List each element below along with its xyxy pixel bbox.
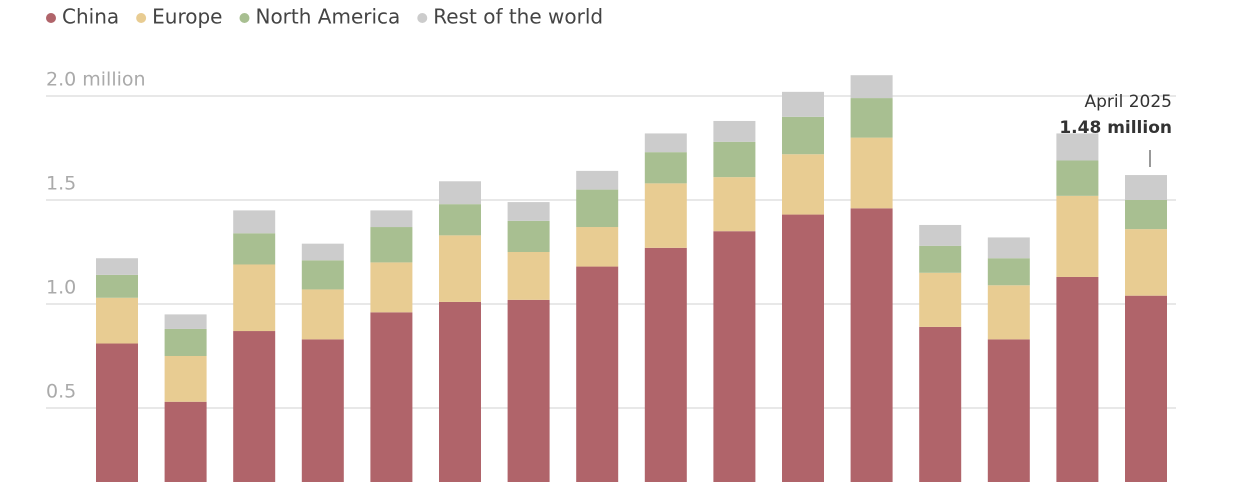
bar-segment xyxy=(1125,229,1167,296)
bar-segment xyxy=(96,274,138,298)
legend-dot xyxy=(239,13,250,23)
bar-segment xyxy=(301,243,344,261)
y-tick-label: 0.5 xyxy=(46,381,76,403)
bar-segment xyxy=(96,258,138,275)
annotation-text: April 2025 xyxy=(1084,92,1172,112)
y-tick-label: 1.5 xyxy=(46,173,76,195)
bar-segment xyxy=(919,272,962,327)
bar-segment xyxy=(164,328,207,356)
bar-segment xyxy=(439,235,481,302)
bar-segment xyxy=(164,356,207,402)
y-tick-label: 2.0 million xyxy=(46,69,146,91)
legend-label: China xyxy=(62,5,119,29)
bar-segment xyxy=(233,233,276,265)
legend-dot xyxy=(46,13,56,23)
bar-segment xyxy=(850,75,893,99)
bar-segment xyxy=(782,214,824,482)
legend-label: North America xyxy=(255,5,400,29)
bar-segment xyxy=(644,183,687,248)
bar-segment xyxy=(1056,195,1099,277)
bar-segment xyxy=(782,154,824,215)
bar-segment xyxy=(987,258,1030,286)
annotation-text: 1.48 million xyxy=(1059,118,1172,138)
bar-segment xyxy=(1125,200,1167,230)
bar-segment xyxy=(96,343,138,482)
y-tick-label: 1.0 xyxy=(46,277,76,299)
bar-segment xyxy=(507,252,550,300)
bar-segment xyxy=(164,401,207,482)
bar-segment xyxy=(987,237,1030,259)
bar-segment xyxy=(233,331,276,482)
legend-label: Rest of the world xyxy=(433,5,603,29)
bar-segment xyxy=(439,204,481,236)
bar-segment xyxy=(96,297,138,344)
legend-dot xyxy=(136,13,147,23)
bar-segment xyxy=(301,339,344,482)
bar-segment xyxy=(1056,160,1099,196)
bar-segment xyxy=(919,245,962,273)
bar-segment xyxy=(782,91,824,117)
bar-segment xyxy=(850,137,893,209)
bar-segment xyxy=(233,264,276,332)
bar-segment xyxy=(576,170,619,190)
bar-segment xyxy=(576,227,619,267)
bar-segment xyxy=(1056,133,1099,161)
bar-segment xyxy=(713,141,756,178)
bar-segment xyxy=(713,120,756,142)
bar-segment xyxy=(644,152,687,184)
bar-segment xyxy=(987,339,1030,482)
bar-segment xyxy=(644,247,687,482)
bar-segment xyxy=(370,312,413,482)
bar-segment xyxy=(370,227,413,263)
bar-segment xyxy=(439,181,481,205)
bar-segment xyxy=(850,98,893,138)
bar-segment xyxy=(850,208,893,482)
legend-dot xyxy=(417,13,428,23)
bar-segment xyxy=(919,224,962,246)
bar-segment xyxy=(576,189,619,228)
bar-segment xyxy=(919,326,962,482)
bar-segment xyxy=(576,266,619,482)
bar-segment xyxy=(439,301,481,482)
bar-segment xyxy=(1056,276,1099,482)
bar-segment xyxy=(164,314,207,329)
bar-segment xyxy=(301,289,344,340)
bar-segment xyxy=(507,202,550,221)
bar-segment xyxy=(370,210,413,228)
bar-segment xyxy=(713,231,756,482)
bar-segment xyxy=(507,220,550,252)
bar-segment xyxy=(301,260,344,290)
bar-segment xyxy=(1125,175,1167,200)
bar-segment xyxy=(987,285,1030,340)
bar-segment xyxy=(1125,295,1167,482)
legend-label: Europe xyxy=(152,5,222,29)
bar-segment xyxy=(644,133,687,153)
bar-segment xyxy=(713,177,756,232)
bar-segment xyxy=(782,116,824,155)
bar-segment xyxy=(233,210,276,234)
bar-segment xyxy=(370,262,413,313)
bar-segment xyxy=(507,299,550,482)
